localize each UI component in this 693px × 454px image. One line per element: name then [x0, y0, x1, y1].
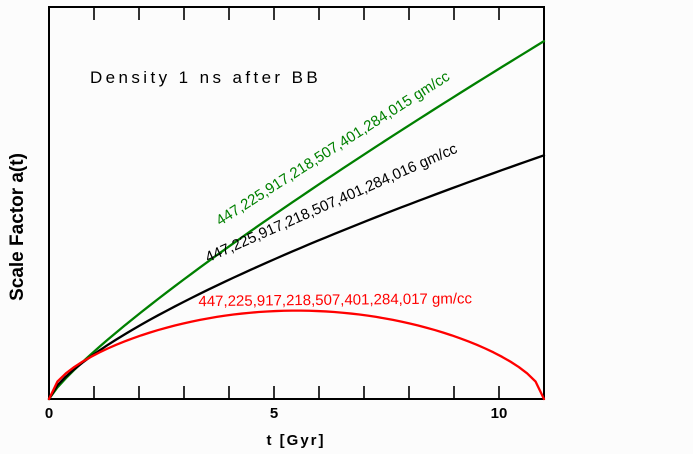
svg-text:5: 5 — [270, 405, 278, 422]
svg-text:0: 0 — [45, 405, 53, 422]
svg-text:10: 10 — [491, 405, 508, 422]
